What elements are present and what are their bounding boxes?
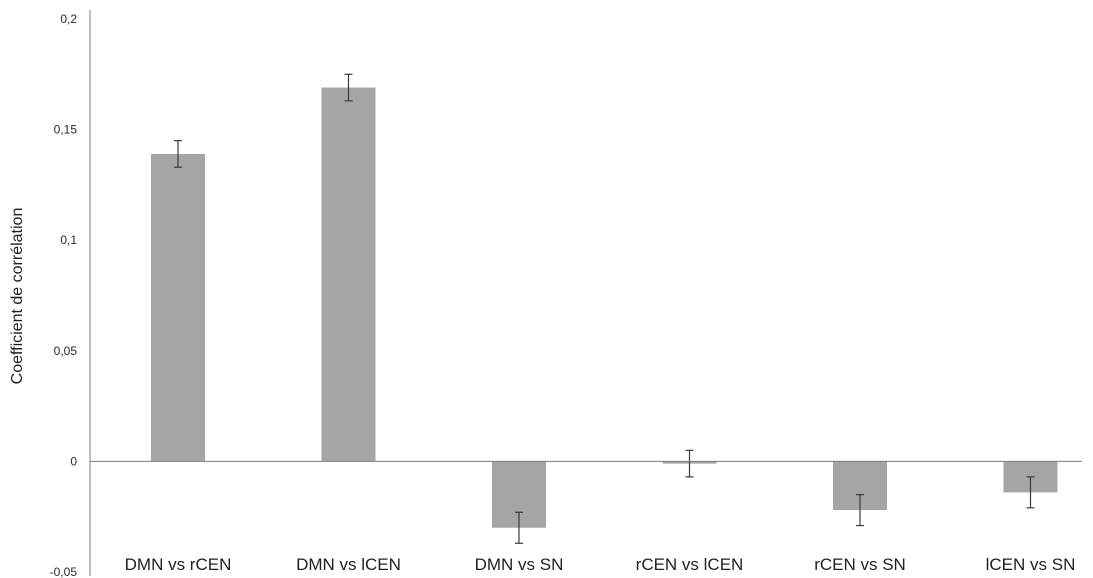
category-label: lCEN vs SN	[986, 555, 1076, 574]
category-label: DMN vs lCEN	[296, 555, 401, 574]
error-bar	[515, 511, 523, 544]
category-label: rCEN vs SN	[814, 555, 906, 574]
error-bar	[344, 73, 353, 102]
error-bar	[1026, 476, 1035, 509]
bar	[321, 87, 376, 462]
y-tick-labels: -0,05 0 0,05 0,1 0,15 0,2	[50, 12, 78, 578]
y-tick-label: 0,05	[54, 344, 78, 358]
error-bars	[174, 73, 1035, 544]
y-tick-label: 0,2	[60, 12, 77, 26]
y-axis-title: Coefficient de corrélation	[9, 208, 26, 385]
category-label: rCEN vs lCEN	[636, 555, 744, 574]
category-label: DMN vs rCEN	[125, 555, 232, 574]
error-bar	[856, 493, 864, 527]
y-tick-label: 0,1	[60, 233, 77, 247]
y-tick-label: 0	[70, 454, 77, 468]
y-tick-label: -0,05	[50, 565, 78, 578]
category-label: DMN vs SN	[475, 555, 564, 574]
error-bar	[174, 140, 182, 168]
error-bar	[685, 449, 694, 478]
bar	[151, 153, 205, 462]
y-tick-label: 0,15	[54, 123, 78, 137]
category-labels: DMN vs rCEN DMN vs lCEN DMN vs SN rCEN vs l…	[125, 555, 1076, 574]
